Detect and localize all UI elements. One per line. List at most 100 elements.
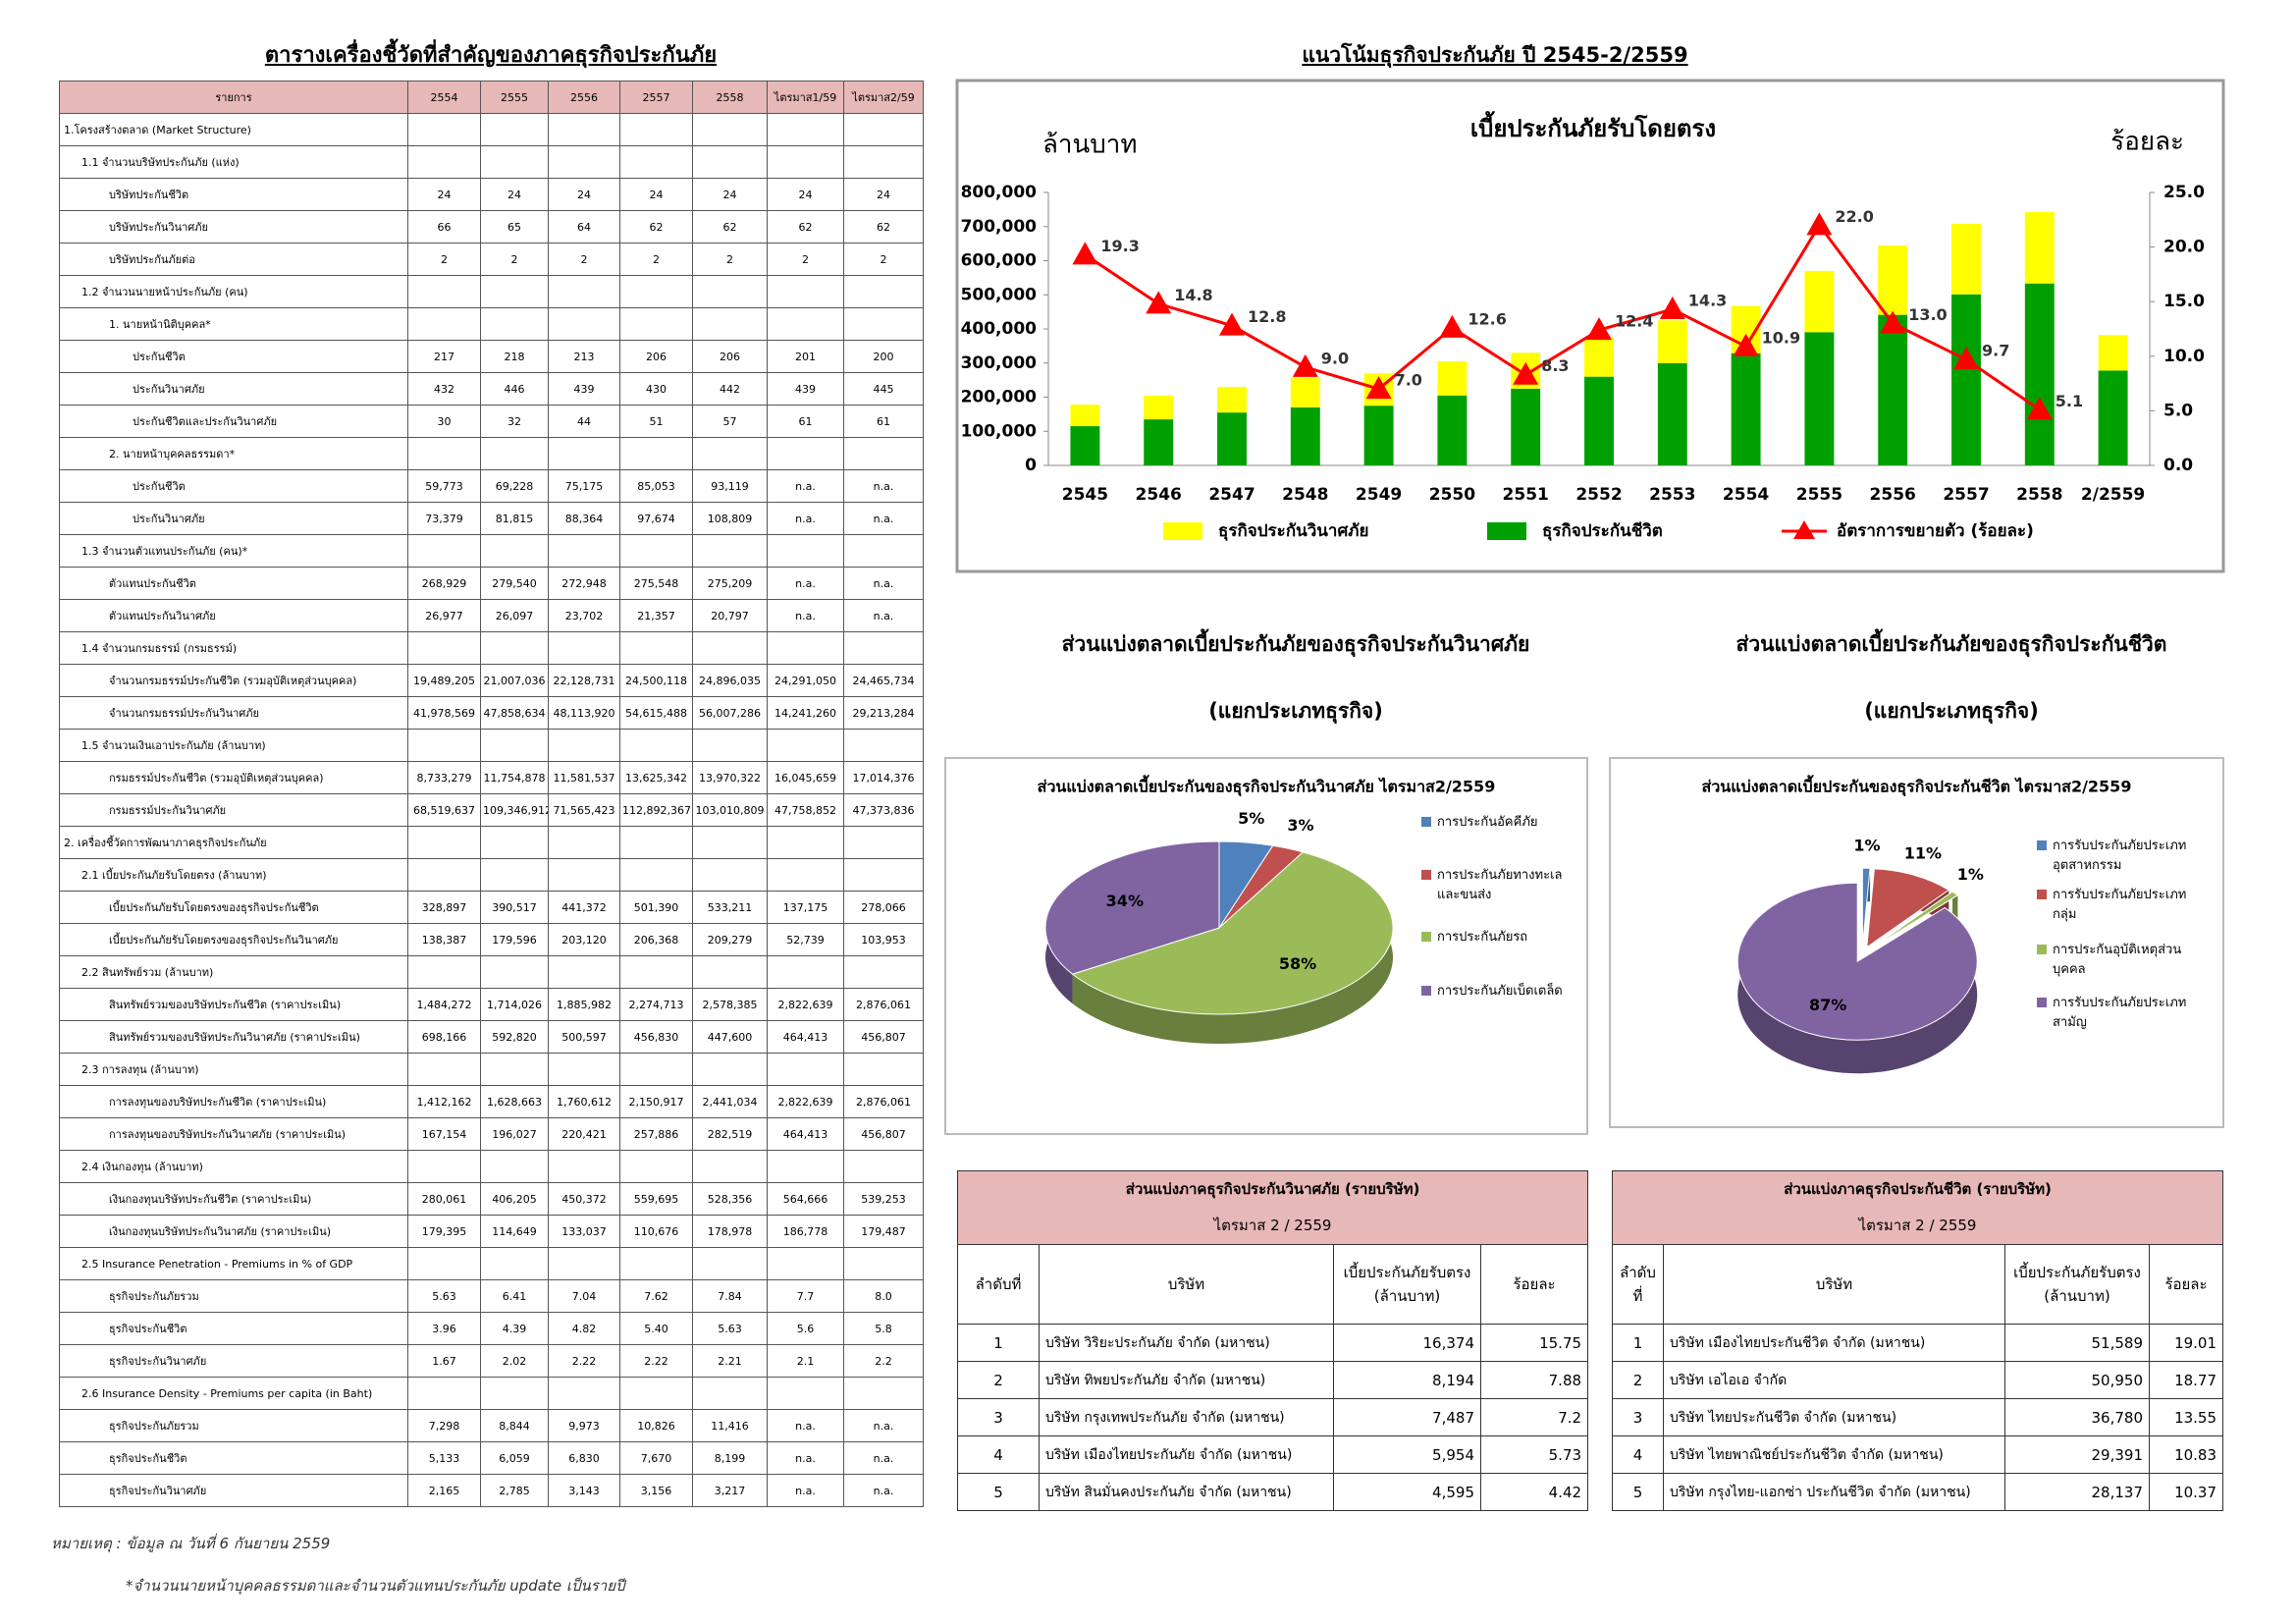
cell: 432: [407, 372, 481, 406]
bar: [1070, 405, 1100, 427]
cell: 11,754,878: [480, 761, 549, 794]
header-cell: ไตรมาส2/59: [843, 81, 924, 114]
data-row: กรมธรรม์ประกันชีวิต (รวมอุบัติเหตุส่วนบุ…: [59, 761, 924, 794]
pie-heading: ส่วนแบ่งตลาดเบี้ยประกันภัยของธุรกิจประกั…: [1062, 628, 1530, 658]
cell: 3.96: [407, 1312, 481, 1345]
marker: [2026, 397, 2053, 420]
row-label: 1.3 จำนวนตัวแทนประกันภัย (คน)*: [59, 534, 408, 568]
y2-tick-label: 5.0: [2163, 401, 2193, 420]
company-row: 3 บริษัท ไทยประกันชีวิต จำกัด (มหาชน) 36,7…: [1612, 1398, 2224, 1436]
y2-tick-label: 15.0: [2163, 292, 2205, 311]
x-tick-label: 2558: [2016, 485, 2062, 505]
bar: [1437, 361, 1468, 396]
row-label: เงินกองทุนบริษัทประกันชีวิต (ราคาประเมิน…: [59, 1182, 408, 1216]
cell: 2.02: [480, 1344, 549, 1378]
cell: 5.6: [767, 1312, 844, 1345]
cell: 61: [767, 405, 844, 438]
cell: 138,387: [407, 923, 481, 956]
cell: 2,274,713: [619, 988, 693, 1021]
empty-cell: [767, 145, 844, 179]
header-row: รายการ 2554 2555 2556 2557 2558 ไตรมาส1/59 ไตรม…: [59, 81, 924, 114]
legend-item: การประกันอัคคีภัย: [1421, 813, 1578, 833]
row-label: ธุรกิจประกันภัยรวม: [59, 1279, 408, 1313]
company-row: 1 บริษัท เมืองไทยประกันชีวิต จำกัด (มหาชน…: [1612, 1324, 2224, 1362]
bar: [1437, 395, 1468, 465]
x-tick-label: 2/2559: [2081, 485, 2145, 505]
x-tick-label: 2547: [1208, 485, 1255, 505]
cell: 7.88: [1479, 1361, 1589, 1399]
legend-item: การประกันภัยเบ็ดเตล็ด: [1421, 982, 1578, 1001]
y2-tick-label: 20.0: [2163, 238, 2205, 257]
empty-cell: [843, 307, 924, 341]
data-label: 9.0: [1321, 349, 1349, 367]
x-tick-label: 2551: [1503, 485, 1549, 505]
legend-swatch: [2037, 840, 2047, 850]
cell: 47,758,852: [767, 793, 844, 827]
chart-frame: [955, 79, 2225, 573]
cell: 1,714,026: [480, 988, 549, 1021]
cell: 450,372: [548, 1182, 620, 1216]
bar: [2024, 211, 2055, 284]
cell: 5.73: [1479, 1435, 1589, 1474]
legend-label: ธุรกิจประกันวินาศภัย: [1218, 521, 1368, 541]
pie-heading: ส่วนแบ่งตลาดเบี้ยประกันภัยของธุรกิจประกั…: [1736, 628, 2167, 658]
cell: 2: [480, 243, 549, 276]
empty-cell: [619, 729, 693, 762]
cell: 2,822,639: [767, 988, 844, 1021]
indicator-table: รายการ 2554 2555 2556 2557 2558 ไตรมาส1/59 ไตรม…: [59, 81, 924, 1507]
cell: 9,973: [548, 1409, 620, 1442]
cell: 52,739: [767, 923, 844, 956]
bar: [1070, 426, 1100, 465]
legend-row: การประกันอัคคีภัย: [1421, 813, 1578, 833]
cell: n.a.: [767, 599, 844, 632]
section-row: 2.5 Insurance Penetration - Premiums in …: [59, 1247, 924, 1280]
cell: 24: [548, 178, 620, 211]
cell: 5.63: [407, 1279, 481, 1313]
empty-cell: [480, 858, 549, 892]
data-row: เบี้ยประกันภัยรับโดยตรงของธุรกิจประกันชี…: [59, 891, 924, 924]
y-tick-label: 100,000: [961, 421, 1038, 441]
cell: 5,954: [1333, 1435, 1481, 1474]
empty-cell: [843, 826, 924, 859]
cell: 2: [843, 243, 924, 276]
data-row: เงินกองทุนบริษัทประกันชีวิต (ราคาประเมิน…: [59, 1182, 924, 1216]
cell: n.a.: [767, 469, 844, 503]
header-cell: 2557: [619, 81, 693, 114]
legend-swatch: [2037, 998, 2047, 1007]
company-table-subtitle: ไตรมาส 2 / 2559: [1213, 1217, 1332, 1234]
bar: [1584, 337, 1614, 377]
cell: 200: [843, 340, 924, 373]
empty-cell: [692, 145, 768, 179]
x-tick-label: 2556: [1870, 485, 1916, 505]
section-row: 2. เครื่องชี้วัดการพัฒนาภาคธุรกิจประกันภ…: [59, 826, 924, 859]
cell: 24: [692, 178, 768, 211]
bar: [1878, 314, 1908, 465]
y2-tick-label: 0.0: [2163, 456, 2193, 475]
empty-cell: [843, 275, 924, 308]
cell: 4,595: [1333, 1473, 1481, 1511]
company-table-title: ส่วนแบ่งภาคธุรกิจประกันวินาศภัย (รายบริษ…: [1125, 1180, 1420, 1198]
chart-heading: แนวโน้มธุรกิจประกันภัย ปี 2545-2/2559: [1302, 42, 1687, 69]
cell: 5: [1612, 1473, 1664, 1511]
note: หมายเหตุ : ข้อมูล ณ วันที่ 6 กันยายน 255…: [51, 1535, 331, 1552]
empty-cell: [692, 1247, 768, 1280]
header-cell: ร้อยละ: [2148, 1244, 2224, 1325]
cell: 51,589: [2004, 1324, 2150, 1362]
x-tick-label: 2550: [1429, 485, 1475, 505]
cell: 1: [957, 1324, 1040, 1362]
legend-swatch: [2037, 945, 2047, 954]
header-cell: ร้อยละ: [1479, 1244, 1589, 1325]
pie-label: 87%: [1809, 996, 1846, 1014]
company-table: ส่วนแบ่งภาคธุรกิจประกันวินาศภัย (รายบริษ…: [956, 1170, 1589, 1511]
cell: 698,166: [407, 1020, 481, 1054]
legend-swatch: [1421, 986, 1431, 996]
cell: 1.67: [407, 1344, 481, 1378]
cell: บริษัท กรุงไทย-แอกซ่า ประกันชีวิต จำกัด …: [1663, 1473, 2005, 1511]
empty-cell: [480, 1377, 549, 1410]
cell: 2,876,061: [843, 988, 924, 1021]
empty-cell: [407, 858, 481, 892]
cell: 1: [1612, 1324, 1664, 1362]
y-tick-label: 400,000: [961, 319, 1038, 339]
empty-cell: [767, 1377, 844, 1410]
cell: 73,379: [407, 502, 481, 535]
